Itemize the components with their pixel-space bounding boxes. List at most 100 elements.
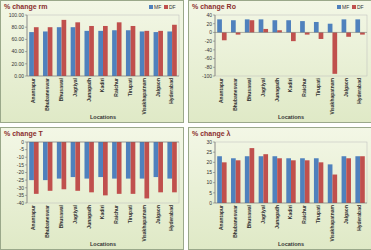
x-tick-label: Junagadh — [86, 205, 92, 229]
bar — [131, 142, 136, 194]
x-tick-label: Anantapur — [30, 205, 36, 230]
bar — [75, 142, 80, 191]
bar — [57, 27, 62, 76]
bar — [250, 148, 255, 203]
bar — [89, 142, 94, 192]
bar — [34, 142, 39, 194]
bars — [29, 142, 177, 198]
plot-frame — [215, 15, 367, 76]
legend-label: MF — [342, 4, 349, 10]
bar — [98, 31, 103, 76]
bar — [231, 158, 236, 203]
panel: % change λ051015202530AnantapurBhubanesw… — [189, 128, 371, 250]
plot-frame — [27, 142, 179, 203]
panel-bg — [189, 128, 371, 250]
plot-frame — [27, 15, 179, 76]
y-tick-label: -5 — [20, 146, 25, 152]
x-tick-label: Bhusawal — [58, 204, 64, 228]
bar — [272, 156, 277, 203]
bar — [250, 20, 255, 32]
x-tick-label: Junagadh — [274, 78, 280, 102]
bar — [346, 158, 351, 203]
bar — [140, 31, 145, 76]
bar — [172, 142, 177, 192]
y-tick-label: 40 — [206, 12, 212, 18]
y-tick-label: -30 — [17, 185, 24, 191]
x-tick-label: Bhubaneswar — [232, 205, 238, 238]
bar — [291, 32, 296, 41]
zero-line — [215, 203, 367, 204]
x-tick-label: Jagtiyal — [72, 77, 78, 96]
y-tick-label: -40 — [205, 47, 212, 53]
bar — [300, 21, 305, 32]
bar — [158, 142, 163, 192]
x-axis-label: Locations — [90, 114, 116, 120]
x-tick-label: Visakhapatnam — [141, 204, 147, 241]
x-tick-label: Tirupati — [315, 204, 321, 223]
x-tick-label: Kadiri — [99, 204, 105, 219]
y-tick-label: 25 — [206, 149, 212, 155]
x-tick-label: Kadiri — [287, 204, 293, 219]
bar — [291, 160, 296, 203]
bar — [355, 156, 360, 203]
bar — [103, 26, 108, 76]
x-axis-label: Locations — [278, 241, 304, 247]
bar — [360, 156, 365, 203]
bar — [112, 30, 117, 76]
x-tick-label: Jalgaon — [155, 205, 161, 224]
x-tick-label: Raichur — [113, 78, 119, 97]
y-tick-label: -20 — [205, 38, 212, 44]
bar — [154, 32, 159, 76]
y-tick-label: -35 — [17, 192, 24, 198]
bars — [29, 20, 177, 76]
y-tick-label: 5 — [209, 190, 212, 196]
bars — [217, 148, 365, 203]
y-axis — [27, 15, 28, 76]
bar — [360, 32, 365, 34]
legend-key — [164, 5, 168, 9]
x-tick-label: Bhubaneswar — [232, 78, 238, 111]
bar — [126, 142, 131, 179]
x-tick-label: Junagadh — [86, 78, 92, 102]
bar — [131, 26, 136, 76]
y-tick-label: 20 — [206, 159, 212, 165]
panel-bg — [1, 128, 184, 250]
bar — [117, 22, 122, 76]
y-tick-label: 40.00 — [11, 48, 24, 54]
x-tick-label: Hyderabad — [168, 78, 174, 104]
x-tick-label: Anantapur — [218, 78, 224, 103]
legend-label: DF — [357, 4, 364, 10]
legend-key — [337, 5, 341, 9]
x-tick-label: Tirupati — [315, 77, 321, 96]
bar — [29, 142, 34, 180]
panel-bg — [1, 1, 184, 123]
y-tick-label: 60.00 — [11, 36, 24, 42]
figure: % change rm0.0020.0040.0060.0080.00100.0… — [0, 0, 371, 250]
zero-line — [215, 32, 367, 33]
y-tick-label: 0.00 — [14, 73, 24, 79]
bar — [236, 32, 241, 34]
y-tick-label: -15 — [17, 162, 24, 168]
y-tick-label: 20 — [206, 21, 212, 27]
bar — [43, 142, 48, 180]
bar — [154, 142, 159, 177]
bar — [112, 142, 117, 179]
x-tick-label: Bhusawal — [246, 77, 252, 101]
y-tick-label: 80.00 — [11, 24, 24, 30]
x-tick-label: Bhusawal — [246, 204, 252, 228]
zero-line — [27, 142, 179, 143]
y-tick-label: 0 — [21, 139, 24, 145]
bar — [217, 156, 222, 203]
y-tick-label: 20.00 — [11, 61, 24, 67]
bar — [43, 31, 48, 76]
bar — [167, 142, 172, 179]
bar — [305, 32, 310, 34]
bar — [355, 19, 360, 32]
y-tick-label: 0 — [209, 200, 212, 206]
bar — [259, 19, 264, 32]
x-tick-label: Bhusawal — [58, 77, 64, 101]
title: % change rm — [4, 3, 48, 11]
x-tick-label: Jalgaon — [155, 78, 161, 97]
panel: % change Ro-100-80-60-40-2002040Anantapu… — [189, 1, 371, 123]
x-tick-label: Jalgaon — [343, 205, 349, 224]
